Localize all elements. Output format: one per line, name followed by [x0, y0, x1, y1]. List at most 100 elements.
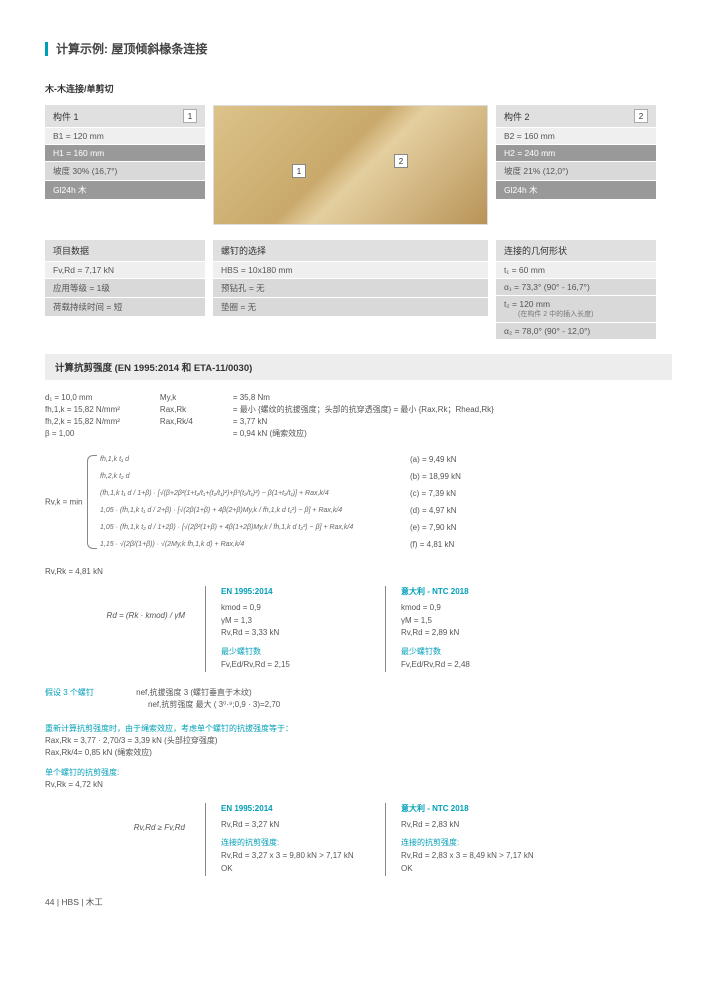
fntc-l1: Rv,Rd = 2,83 kN	[401, 819, 545, 832]
sc-r2: 预钻孔 = 无	[213, 279, 488, 297]
f-expr-f: 1,15 · √(2β/(1+β)) · √(2My,k fh,1,k d) +…	[100, 541, 390, 548]
f-out-e: (e) = 7,90 kN	[410, 523, 456, 532]
pd-r1: Fv,Rd = 7,17 kN	[45, 262, 205, 278]
params-block: d₁ = 10,0 mm fh,1,k = 15,82 N/mm² fh,2,k…	[45, 392, 672, 440]
gm-r3-sub: (在构件 2 中的插入长度)	[504, 309, 648, 319]
member2-badge: 2	[634, 109, 648, 123]
member1-header: 构件 1 1	[45, 105, 205, 127]
geom-col: 连接的几何形状 t₁ = 60 mm α₁ = 73,3° (90° - 16,…	[496, 240, 656, 339]
f-out-b: (b) = 18,99 kN	[410, 472, 461, 481]
f-expr-b: fh,2,k t₂ d	[100, 473, 390, 480]
rc-l3: Rax,Rk/4= 0,85 kN (绳索效应)	[45, 747, 672, 759]
f-out-d: (d) = 4,97 kN	[410, 506, 456, 515]
ntc-l4: 最少螺钉数	[401, 646, 545, 659]
m1-slope: 坡度 30% (16,7°)	[45, 162, 205, 180]
mid-grid: 项目数据 Fv,Rd = 7,17 kN 应用等级 = 1级 荷载持续时间 = …	[45, 240, 672, 339]
m1-mat: Gl24h 木	[45, 181, 205, 199]
fntc-l2: 连接的抗剪强度:	[401, 837, 545, 850]
pd-r3: 荷载持续时间 = 短	[45, 298, 205, 316]
brace-icon	[87, 455, 97, 549]
projdata-header: 项目数据	[45, 240, 205, 261]
top-grid: 构件 1 1 B1 = 120 mm H1 = 160 mm 坡度 30% (1…	[45, 105, 672, 225]
en-l1: kmod = 0,9	[221, 602, 365, 615]
fen-l3: Rv,Rd = 3,27 x 3 = 9,80 kN > 7,17 kN OK	[221, 850, 365, 876]
connection-image: 1 2	[213, 105, 488, 225]
f-out-c: (c) = 7,39 kN	[410, 489, 456, 498]
gm-r3: t₂ = 120 mm (在构件 2 中的插入长度)	[496, 296, 656, 322]
en-l5: Fv,Ed/Rv,Rd = 2,15	[221, 659, 365, 672]
ntc-hd: 意大利 - NTC 2018	[401, 586, 545, 599]
sc-r3: 垫圈 = 无	[213, 298, 488, 316]
f-row-f: 1,15 · √(2β/(1+β)) · √(2My,k fh,1,k d) +…	[100, 540, 461, 549]
rc-l4: 单个螺钉的抗剪强度:	[45, 767, 672, 779]
ntc-l3: Rv,Rd = 2,89 kN	[401, 627, 545, 640]
params-c1: d₁ = 10,0 mm fh,1,k = 15,82 N/mm² fh,2,k…	[45, 392, 120, 440]
page-title-row: 计算示例: 屋顶倾斜椽条连接	[45, 40, 672, 57]
m2-b: B2 = 160 mm	[496, 128, 656, 144]
f-out-f: (f) = 4,81 kN	[410, 540, 454, 549]
p-c3-0: = 35,8 Nm	[233, 392, 494, 404]
screw-header: 螺钉的选择	[213, 240, 488, 261]
en-l3: Rv,Rd = 3,33 kN	[221, 627, 365, 640]
p-c1-0: d₁ = 10,0 mm	[45, 392, 120, 404]
ntc-l1: kmod = 0,9	[401, 602, 545, 615]
fen-l2: 连接的抗剪强度:	[221, 837, 365, 850]
assume-block: 假设 3 个螺钉 nef,抗拔强度 3 (螺钉垂直于木纹) nef,抗剪强度 最…	[45, 687, 672, 711]
rd-text: Rd = (Rk · kmod) / γM	[45, 611, 185, 620]
member1-badge: 1	[183, 109, 197, 123]
accent-bar	[45, 42, 48, 56]
f-expr-d: 1,05 · (fh,1,k t₁ d / 2+β) · [√(2β(1+β) …	[100, 507, 390, 514]
f-expr-c: (fh,1,k t₁ d / 1+β) · [√(β+2β²(1+t₂/t₁+(…	[100, 490, 390, 497]
p-c3-3: = 0,94 kN (绳索效应)	[233, 428, 494, 440]
final-rd-text: Rv,Rd ≥ Fv,Rd	[45, 823, 185, 832]
rd-formula: Rd = (Rk · kmod) / γM	[45, 586, 185, 620]
img-tag-2: 2	[394, 154, 408, 168]
assume-r2: nef,抗剪强度 最大 ( 3⁰·⁹;0,9 · 3)=2,70	[148, 700, 280, 709]
ntc-l5: Fv,Ed/Rv,Rd = 2,48	[401, 659, 545, 672]
p-c1-1: fh,1,k = 15,82 N/mm²	[45, 404, 120, 416]
params-c3: = 35,8 Nm = 最小 {螺纹的抗拔强度；头部的抗穿透强度} = 最小 {…	[233, 392, 494, 440]
recalc-block: 重新计算抗剪强度时，由于绳索效应，考虑单个螺钉的抗拔强度等于： Rax,Rk =…	[45, 723, 672, 791]
pd-r2: 应用等级 = 1级	[45, 279, 205, 297]
f-row-b: fh,2,k t₂ d (b) = 18,99 kN	[100, 472, 461, 481]
brace-box: Rv,k = min fh,1,k t₁ d(a) = 9,49 kN fh,2…	[45, 455, 461, 549]
member2-title: 构件 2	[504, 110, 530, 123]
en-block: EN 1995:2014 kmod = 0,9 γM = 1,3 Rv,Rd =…	[205, 586, 365, 672]
image-col: 1 2	[213, 105, 488, 225]
member1-col: 构件 1 1 B1 = 120 mm H1 = 160 mm 坡度 30% (1…	[45, 105, 205, 225]
gm-r1: t₁ = 60 mm	[496, 262, 656, 278]
img-tag-1: 1	[292, 164, 306, 178]
p-c3-2: = 3,77 kN	[233, 416, 494, 428]
sc-r1: HBS = 10x180 mm	[213, 262, 488, 278]
assume-r1: nef,抗拔强度 3 (螺钉垂直于木纹)	[136, 688, 252, 697]
subtitle: 木-木连接/单剪切	[45, 82, 672, 95]
rvk-label: Rv,k = min	[45, 498, 82, 507]
formula-rows: fh,1,k t₁ d(a) = 9,49 kN fh,2,k t₂ d (b) …	[100, 455, 461, 549]
final-en: EN 1995:2014 Rv,Rd = 3,27 kN 连接的抗剪强度: Rv…	[205, 803, 365, 876]
params-c2: My,k Rax,Rk Rax,Rk/4	[160, 392, 193, 440]
geom-header: 连接的几何形状	[496, 240, 656, 261]
f-row-a: fh,1,k t₁ d(a) = 9,49 kN	[100, 455, 461, 464]
p-c1-3: β = 1,00	[45, 428, 120, 440]
f-out-a: (a) = 9,49 kN	[410, 455, 456, 464]
page-title: 计算示例: 屋顶倾斜椽条连接	[56, 40, 207, 57]
p-c2-1: Rax,Rk	[160, 404, 193, 416]
final-block: Rv,Rd ≥ Fv,Rd EN 1995:2014 Rv,Rd = 3,27 …	[45, 803, 672, 876]
design-block: Rd = (Rk · kmod) / γM EN 1995:2014 kmod …	[45, 586, 672, 672]
rvrk-line: Rv,Rk = 4,81 kN	[45, 567, 672, 576]
fntc-l3: Rv,Rd = 2,83 x 3 = 8,49 kN > 7,17 kN OK	[401, 850, 545, 876]
f-row-e: 1,05 · (fh,1,k t₂ d / 1+2β) · [√(2β²(1+β…	[100, 523, 461, 532]
ntc-l2: γM = 1,5	[401, 615, 545, 628]
p-c2-3: Rax,Rk/4	[160, 416, 193, 428]
p-c3-1: = 最小 {螺纹的抗拔强度；头部的抗穿透强度} = 最小 {Rax,Rk；Rhe…	[233, 404, 494, 416]
m1-b: B1 = 120 mm	[45, 128, 205, 144]
ntc-block: 意大利 - NTC 2018 kmod = 0,9 γM = 1,5 Rv,Rd…	[385, 586, 545, 672]
member2-col: 构件 2 2 B2 = 160 mm H2 = 240 mm 坡度 21% (1…	[496, 105, 656, 225]
f-row-d: 1,05 · (fh,1,k t₁ d / 2+β) · [√(2β(1+β) …	[100, 506, 461, 515]
m2-slope: 坡度 21% (12,0°)	[496, 162, 656, 180]
fen-hd: EN 1995:2014	[221, 803, 365, 816]
member1-title: 构件 1	[53, 110, 79, 123]
f-row-c: (fh,1,k t₁ d / 1+β) · [√(β+2β²(1+t₂/t₁+(…	[100, 489, 461, 498]
projdata-col: 项目数据 Fv,Rd = 7,17 kN 应用等级 = 1级 荷载持续时间 = …	[45, 240, 205, 339]
en-l4: 最少螺钉数	[221, 646, 365, 659]
